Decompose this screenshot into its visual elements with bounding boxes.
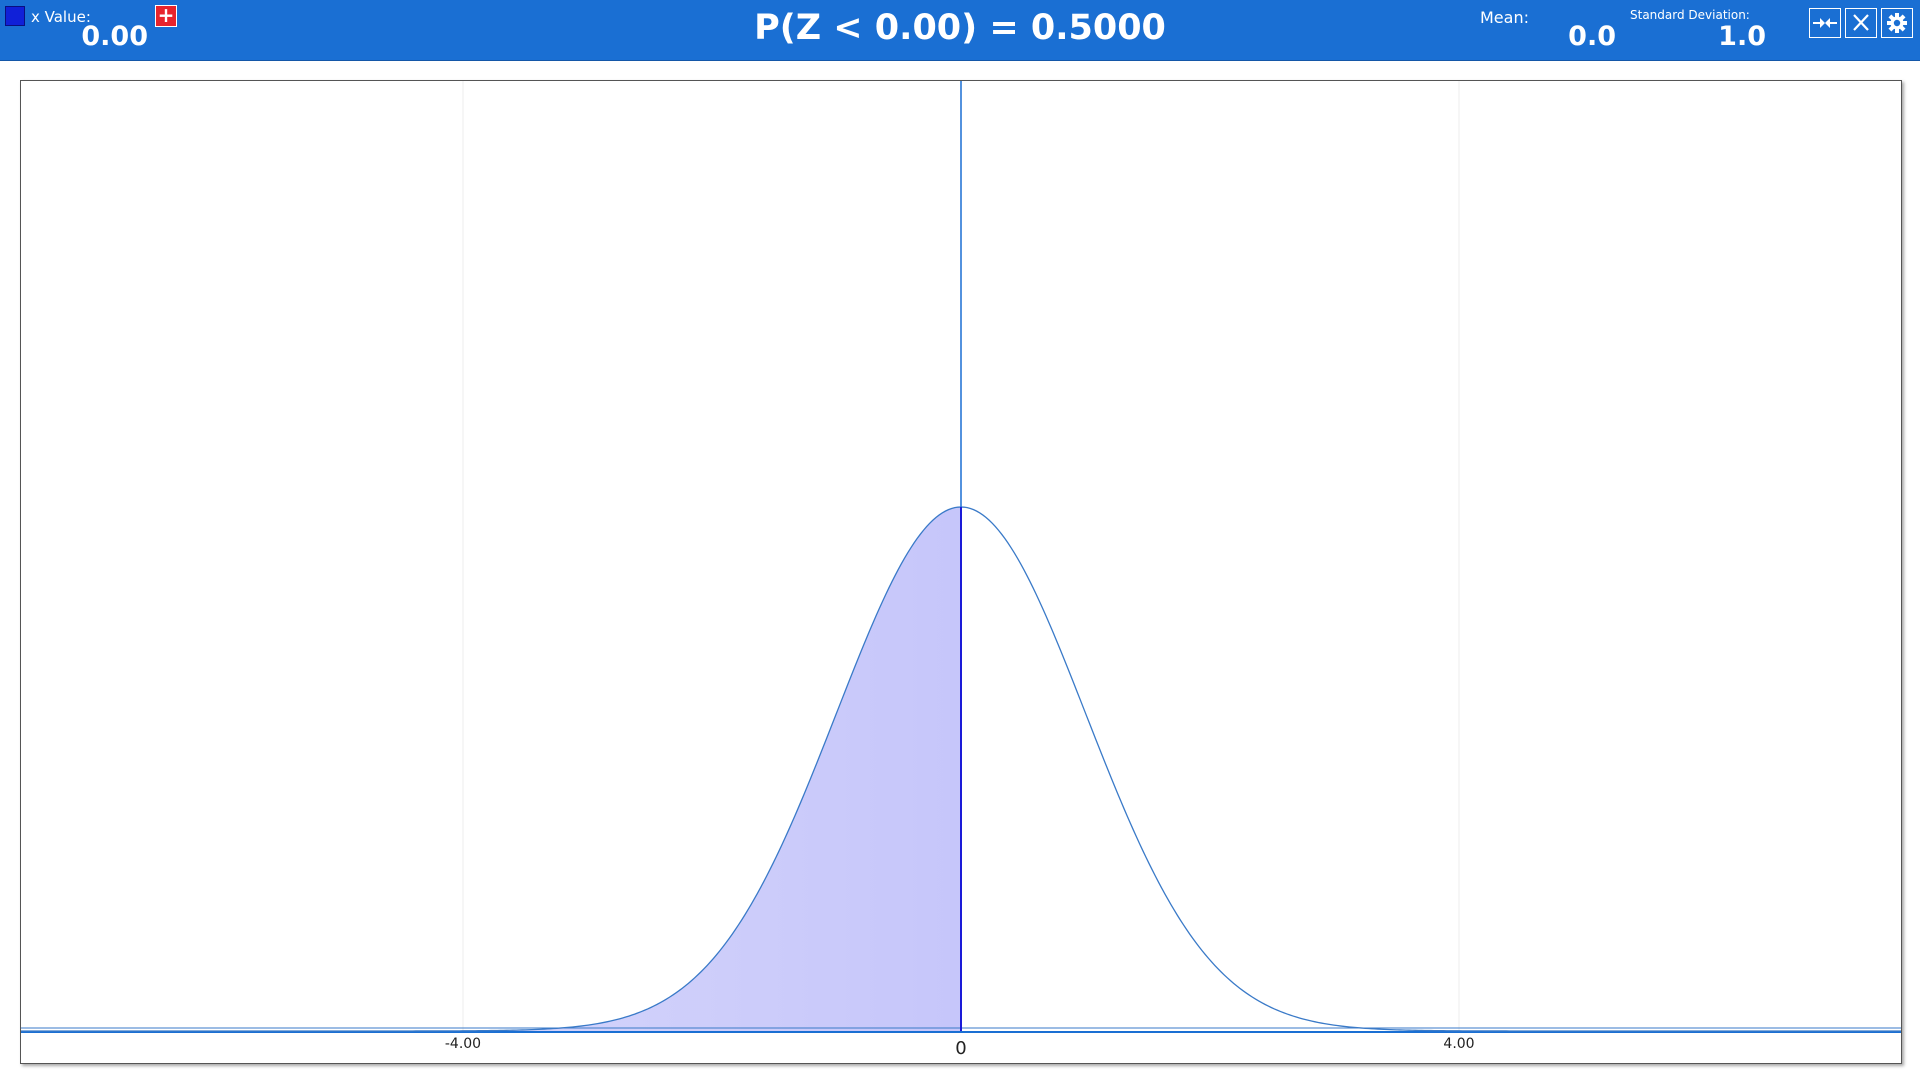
close-button[interactable] xyxy=(1845,8,1877,38)
x-value-field[interactable]: 0.00 xyxy=(81,21,148,52)
normal-curve-chart[interactable]: -4.00 0 4.00 xyxy=(21,81,1901,1063)
collapse-arrows-icon xyxy=(1813,18,1837,28)
mean-label: Mean: xyxy=(1480,8,1529,27)
color-swatch[interactable] xyxy=(5,6,25,26)
x-tick-label: 4.00 xyxy=(1443,1036,1474,1052)
gear-icon xyxy=(1887,13,1907,33)
shaded-probability-area xyxy=(21,507,961,1031)
x-tick-label: -4.00 xyxy=(445,1036,481,1052)
collapse-button[interactable] xyxy=(1809,8,1841,38)
distribution-plot[interactable]: -4.00 0 4.00 xyxy=(20,80,1902,1064)
mean-field[interactable]: 0.0 xyxy=(1568,21,1616,52)
standard-deviation-label: Standard Deviation: xyxy=(1630,8,1750,22)
x-value-label: x Value: xyxy=(31,8,91,26)
add-value-button[interactable]: + xyxy=(155,5,177,27)
top-toolbar: x Value: 0.00 + P(Z < 0.00) = 0.5000 Mea… xyxy=(0,0,1920,61)
standard-deviation-field[interactable]: 1.0 xyxy=(1718,21,1766,52)
probability-readout: P(Z < 0.00) = 0.5000 xyxy=(754,8,1166,48)
x-tick-label: 0 xyxy=(955,1038,966,1059)
close-icon xyxy=(1853,14,1869,31)
settings-button[interactable] xyxy=(1881,8,1913,38)
